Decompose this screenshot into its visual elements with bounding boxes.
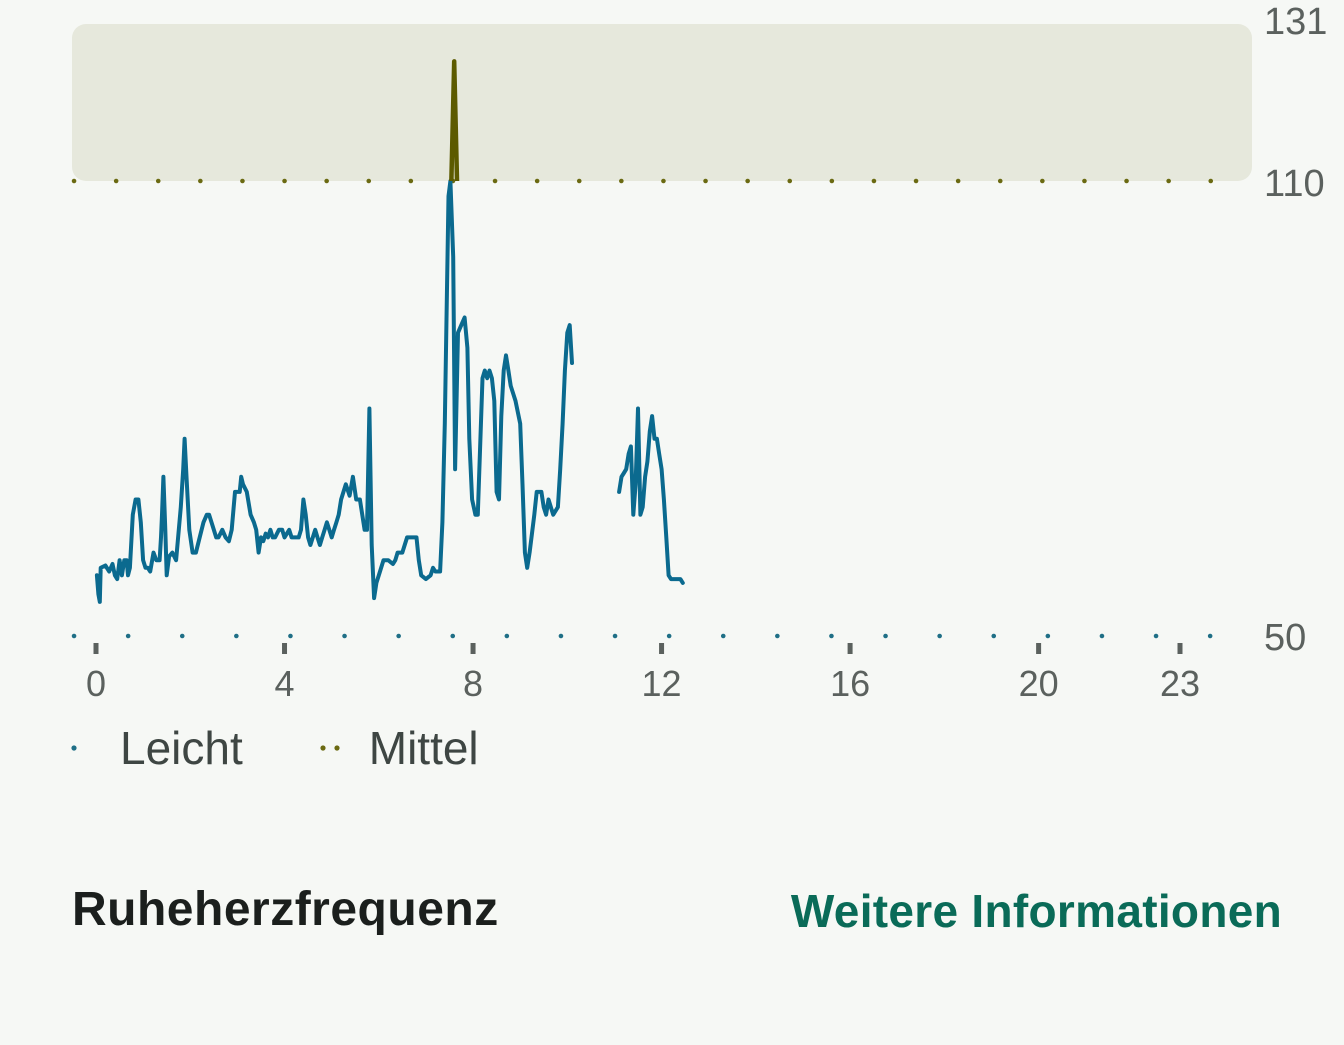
section-title-resting-heart-rate: Ruheherzfrequenz <box>72 883 499 936</box>
x-tick-label: 4 <box>275 663 295 704</box>
heart-rate-series-1 <box>94 179 574 604</box>
x-tick-label: 23 <box>1160 663 1200 704</box>
chart-legend: Leicht Mittel <box>66 718 551 778</box>
x-tick-label: 0 <box>86 663 106 704</box>
y-tick-label: 50 <box>1264 617 1306 659</box>
y-tick-label: 131 <box>1264 1 1327 43</box>
y-tick-label: 110 <box>1264 163 1325 205</box>
legend-dots-icon-mittel <box>320 745 340 751</box>
x-tick-label: 12 <box>642 663 682 704</box>
heart-rate-series-2 <box>617 406 685 585</box>
zone-band-mittel <box>72 24 1252 181</box>
legend-label-leicht: Leicht <box>120 722 243 774</box>
more-info-link[interactable]: Weitere Informationen <box>790 885 1282 937</box>
legend-dot-icon-leicht <box>71 745 77 751</box>
legend-label-mittel: Mittel <box>368 722 479 774</box>
x-tick-label: 8 <box>463 663 483 704</box>
heart-rate-peak-mittel <box>449 59 460 182</box>
x-tick-label: 20 <box>1019 663 1059 704</box>
legend-item-leicht: Leicht <box>66 721 243 775</box>
heart-rate-chart: 0 4 8 12 16 20 23 131 110 50 <box>71 1 1327 704</box>
legend-item-mittel: Mittel <box>315 721 479 775</box>
x-tick-label: 16 <box>830 663 870 704</box>
